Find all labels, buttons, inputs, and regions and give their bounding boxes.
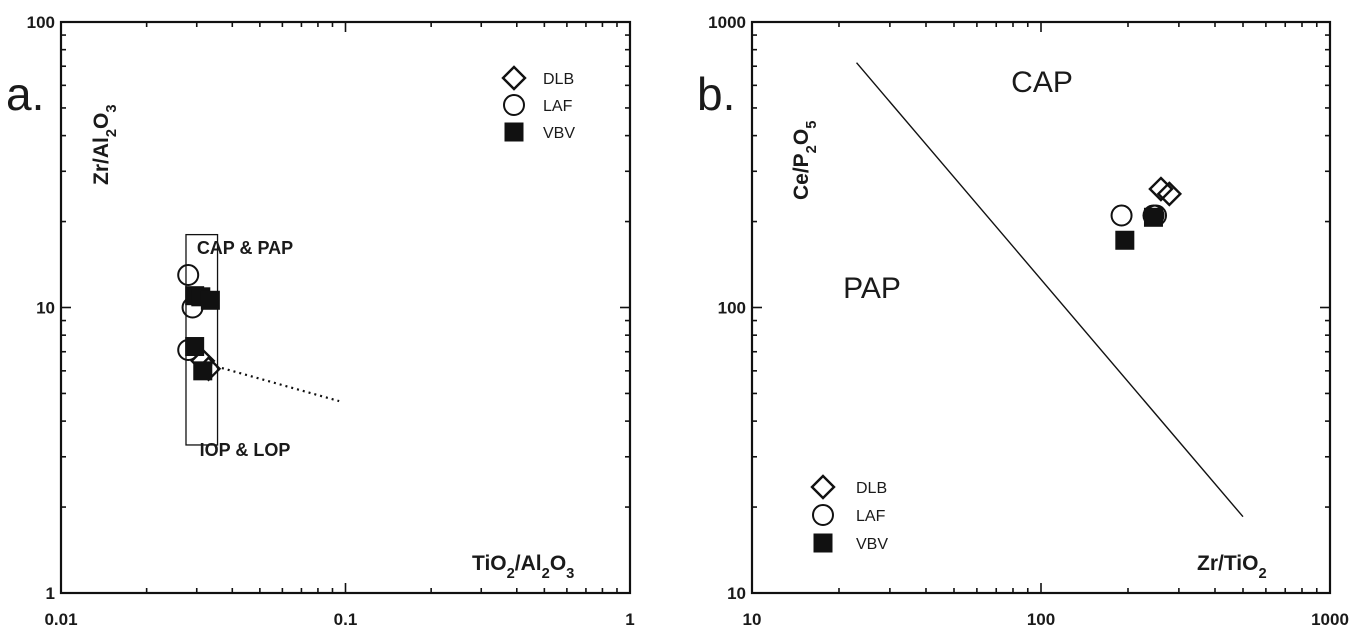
x-tick-label: 1000 [1311, 610, 1349, 628]
data-point-vbv [1143, 207, 1163, 227]
panel-letter: a. [6, 68, 44, 120]
field-label: CAP [1011, 66, 1073, 99]
cap-pap-boundary-line [856, 62, 1244, 518]
y-tick-label: 10 [727, 584, 746, 603]
x-tick-label: 10 [743, 610, 762, 628]
plot-frame [750, 20, 1332, 595]
legend-label: DLB [543, 71, 574, 88]
y-axis-title: Zr/Al2O3 [90, 104, 120, 185]
legend-marker-dlb [501, 65, 527, 91]
legend-marker-laf [812, 504, 834, 526]
data-point-vbv [1115, 230, 1135, 250]
field-label: CAP & PAP [197, 238, 293, 258]
data-point-vbv [185, 337, 205, 357]
data-point-vbv [200, 290, 220, 310]
x-tick-label: 1 [625, 610, 634, 628]
legend-label: VBV [856, 536, 888, 553]
panel-a: 0.01 0.1 1 1 10 100 a. TiO2/Al2O3 Zr/Al2O3 CAP & … [6, 13, 635, 628]
legend-marker-vbv [504, 122, 524, 142]
legend-label: VBV [543, 125, 575, 142]
legend-label: LAF [543, 98, 573, 115]
legend-marker-dlb [810, 474, 836, 500]
y-tick-label: 1 [46, 584, 55, 603]
y-axis-title: Ce/P2O5 [790, 121, 820, 200]
panel-b: 10 100 1000 10 100 1000 b. Zr/TiO2 Ce/P2O5 CAP PAP… [697, 13, 1349, 628]
legend-label: LAF [856, 508, 886, 525]
data-point-laf [1110, 204, 1133, 227]
legend-marker-laf [503, 94, 525, 116]
legend-label: DLB [856, 480, 887, 497]
x-tick-label: 100 [1027, 610, 1055, 628]
panel-letter: b. [697, 68, 735, 120]
x-tick-label: 0.1 [334, 610, 358, 628]
x-axis-title: TiO2/Al2O3 [472, 552, 574, 582]
data-point-vbv [193, 361, 213, 381]
dotted-trend-line [210, 363, 340, 403]
x-axis-title: Zr/TiO2 [1197, 552, 1267, 582]
field-label: PAP [843, 272, 901, 305]
y-tick-label: 10 [36, 299, 55, 318]
y-tick-label: 100 [718, 299, 746, 318]
y-tick-label: 1000 [708, 13, 746, 32]
field-label: IOP & LOP [200, 440, 291, 460]
legend-marker-vbv [813, 533, 833, 553]
x-tick-label: 0.01 [44, 610, 77, 628]
data-point-laf [177, 263, 200, 286]
y-tick-label: 100 [27, 13, 55, 32]
data-point-dlb [1156, 181, 1183, 207]
